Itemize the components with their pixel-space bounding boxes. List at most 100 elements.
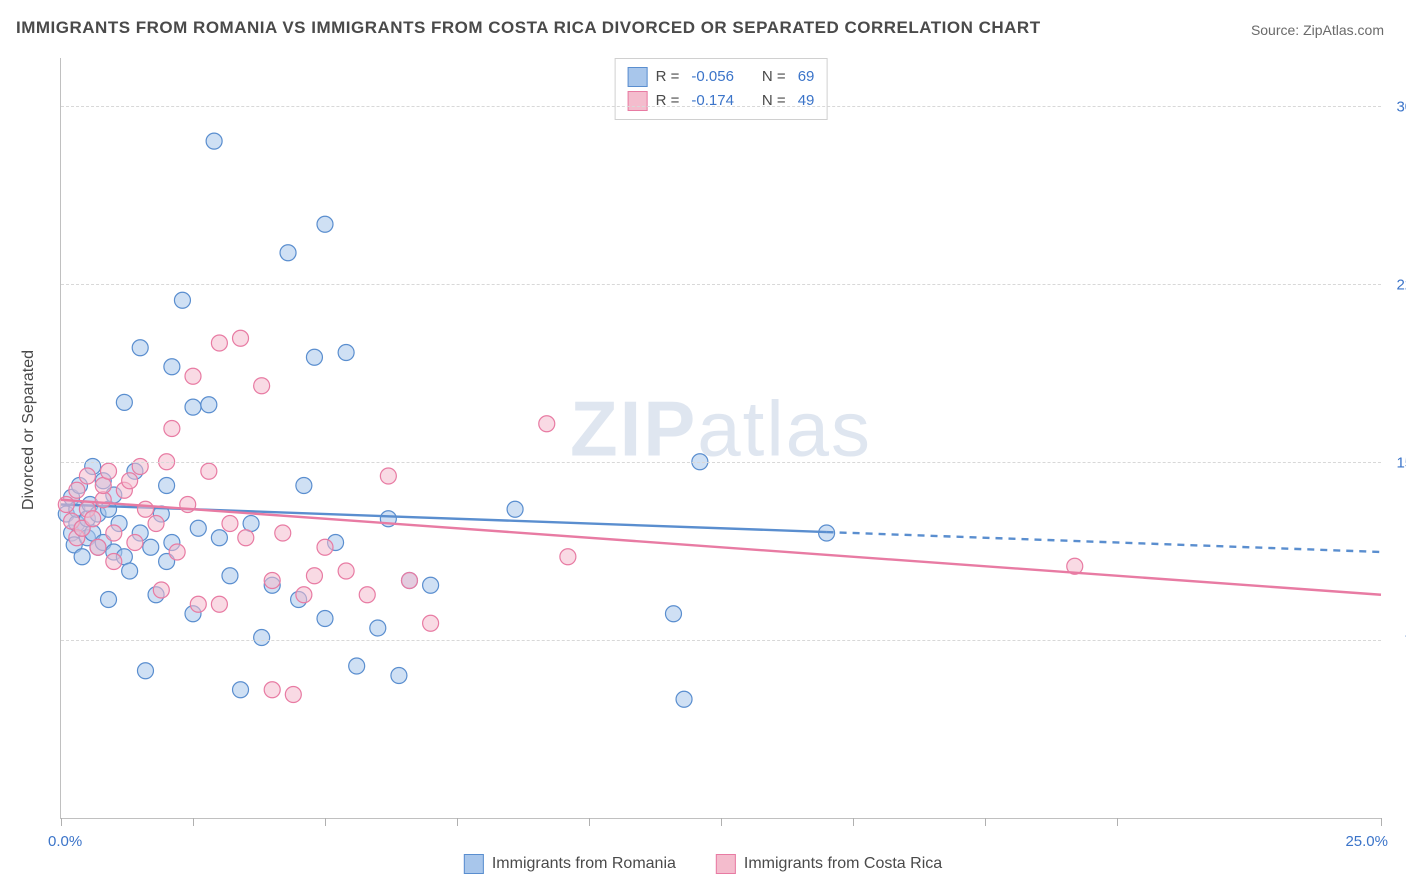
- x-max-label: 25.0%: [1345, 833, 1388, 850]
- scatter-point-costarica: [79, 468, 95, 484]
- legend-item-romania: Immigrants from Romania: [464, 854, 676, 874]
- chart-title: IMMIGRANTS FROM ROMANIA VS IMMIGRANTS FR…: [16, 18, 1041, 38]
- grid-line: 22.5%: [61, 284, 1381, 285]
- legend-series: Immigrants from Romania Immigrants from C…: [464, 854, 942, 874]
- scatter-point-costarica: [401, 573, 417, 589]
- scatter-point-costarica: [423, 615, 439, 631]
- scatter-point-romania: [137, 663, 153, 679]
- scatter-point-romania: [296, 478, 312, 494]
- legend-swatch: [716, 854, 736, 874]
- scatter-point-costarica: [238, 530, 254, 546]
- scatter-point-costarica: [359, 587, 375, 603]
- scatter-point-costarica: [254, 378, 270, 394]
- scatter-point-romania: [676, 691, 692, 707]
- scatter-point-costarica: [275, 525, 291, 541]
- scatter-point-costarica: [190, 596, 206, 612]
- scatter-point-costarica: [148, 516, 164, 532]
- scatter-point-romania: [370, 620, 386, 636]
- scatter-point-romania: [159, 478, 175, 494]
- scatter-point-romania: [507, 501, 523, 517]
- scatter-point-romania: [222, 568, 238, 584]
- scatter-point-costarica: [211, 596, 227, 612]
- scatter-point-romania: [164, 359, 180, 375]
- scatter-point-costarica: [58, 497, 74, 513]
- x-tick: [1117, 818, 1118, 826]
- scatter-point-costarica: [95, 478, 111, 494]
- y-tick-label: 7.5%: [1387, 632, 1406, 649]
- scatter-point-costarica: [90, 539, 106, 555]
- scatter-point-costarica: [169, 544, 185, 560]
- grid-line: 7.5%: [61, 640, 1381, 641]
- scatter-point-romania: [122, 563, 138, 579]
- y-tick-label: 30.0%: [1387, 98, 1406, 115]
- scatter-point-costarica: [539, 416, 555, 432]
- scatter-point-costarica: [95, 492, 111, 508]
- scatter-point-costarica: [211, 335, 227, 351]
- trend-line-costarica: [61, 500, 1381, 595]
- plot-area: ZIPatlas R =-0.056N =69R =-0.174N =49 7.…: [60, 58, 1381, 819]
- scatter-point-romania: [201, 397, 217, 413]
- legend-label: Immigrants from Costa Rica: [744, 855, 942, 873]
- scatter-point-costarica: [122, 473, 138, 489]
- legend-label: Immigrants from Romania: [492, 855, 676, 873]
- scatter-point-costarica: [296, 587, 312, 603]
- scatter-point-romania: [391, 668, 407, 684]
- legend-swatch: [464, 854, 484, 874]
- scatter-point-costarica: [137, 501, 153, 517]
- x-tick: [1381, 818, 1382, 826]
- scatter-point-romania: [185, 399, 201, 415]
- x-tick: [589, 818, 590, 826]
- grid-line: 30.0%: [61, 106, 1381, 107]
- scatter-point-costarica: [380, 468, 396, 484]
- scatter-point-romania: [101, 592, 117, 608]
- scatter-point-costarica: [306, 568, 322, 584]
- scatter-point-romania: [349, 658, 365, 674]
- scatter-point-costarica: [233, 330, 249, 346]
- scatter-point-romania: [206, 133, 222, 149]
- x-tick: [193, 818, 194, 826]
- legend-item-costarica: Immigrants from Costa Rica: [716, 854, 942, 874]
- scatter-point-romania: [423, 577, 439, 593]
- chart-svg: [61, 58, 1381, 818]
- x-tick: [61, 818, 62, 826]
- scatter-point-romania: [190, 520, 206, 536]
- scatter-point-romania: [143, 539, 159, 555]
- scatter-point-costarica: [164, 421, 180, 437]
- x-tick: [325, 818, 326, 826]
- x-tick: [985, 818, 986, 826]
- scatter-point-romania: [665, 606, 681, 622]
- trend-line-dashed-romania: [827, 532, 1381, 552]
- scatter-point-costarica: [127, 535, 143, 551]
- y-tick-label: 15.0%: [1387, 454, 1406, 471]
- scatter-point-costarica: [106, 554, 122, 570]
- scatter-point-costarica: [101, 463, 117, 479]
- scatter-point-romania: [338, 345, 354, 361]
- scatter-point-romania: [211, 530, 227, 546]
- x-tick: [457, 818, 458, 826]
- scatter-point-costarica: [201, 463, 217, 479]
- scatter-point-romania: [243, 516, 259, 532]
- x-tick: [721, 818, 722, 826]
- scatter-point-romania: [280, 245, 296, 261]
- x-origin-label: 0.0%: [48, 833, 82, 850]
- scatter-point-costarica: [69, 482, 85, 498]
- grid-line: 15.0%: [61, 462, 1381, 463]
- scatter-point-costarica: [317, 539, 333, 555]
- scatter-point-costarica: [153, 582, 169, 598]
- scatter-point-costarica: [285, 687, 301, 703]
- scatter-point-romania: [74, 549, 90, 565]
- scatter-point-costarica: [264, 573, 280, 589]
- scatter-point-romania: [116, 394, 132, 410]
- scatter-point-romania: [132, 340, 148, 356]
- y-tick-label: 22.5%: [1387, 276, 1406, 293]
- scatter-point-romania: [174, 292, 190, 308]
- scatter-point-costarica: [560, 549, 576, 565]
- scatter-point-costarica: [185, 368, 201, 384]
- scatter-point-costarica: [222, 516, 238, 532]
- scatter-point-romania: [317, 216, 333, 232]
- scatter-point-romania: [254, 630, 270, 646]
- scatter-point-costarica: [85, 511, 101, 527]
- x-tick: [853, 818, 854, 826]
- source-label: Source: ZipAtlas.com: [1251, 22, 1384, 38]
- y-axis-label: Divorced or Separated: [20, 350, 38, 510]
